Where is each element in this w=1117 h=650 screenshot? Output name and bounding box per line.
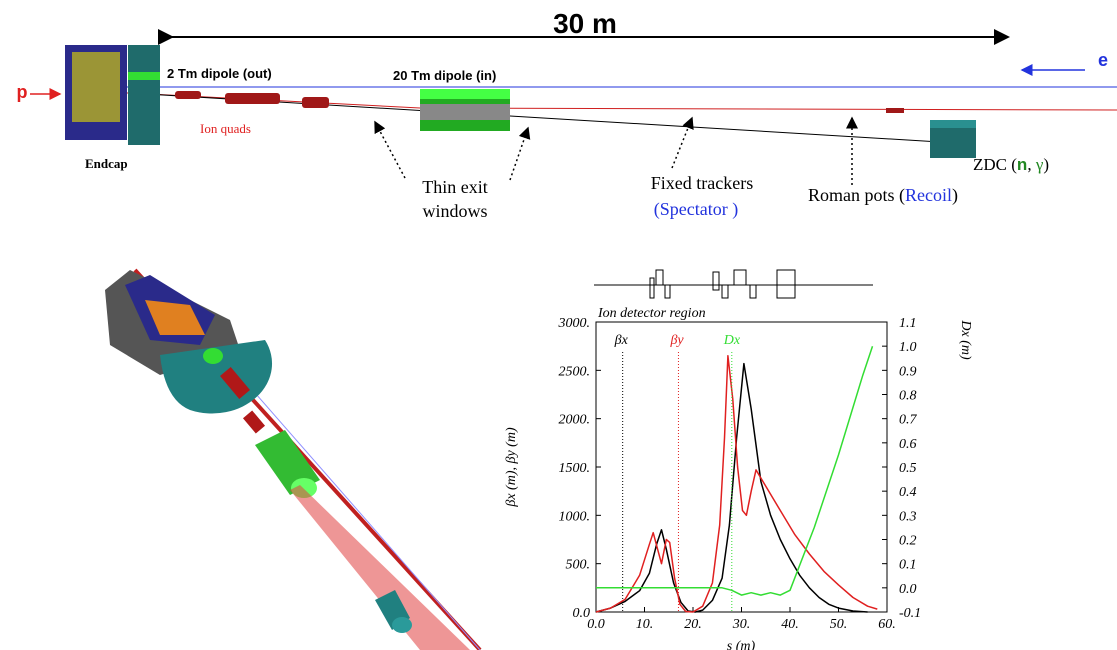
y-tick-label: 1500.	[559, 461, 591, 476]
y2-tick-label: 0.2	[899, 534, 917, 549]
x-tick-label: 60.	[878, 617, 896, 632]
x-axis-label: s (m)	[727, 639, 756, 650]
length-label: 30 m	[553, 8, 617, 39]
dipole-out-field	[128, 72, 160, 80]
lattice-element	[650, 278, 654, 298]
roman-pot-magnet	[886, 108, 904, 113]
roman-pots-label: Roman pots (Recoil)	[808, 185, 958, 206]
zdc-top	[930, 120, 976, 128]
y-tick-label: 0.0	[573, 606, 591, 621]
x-tick-label: 10.	[636, 617, 654, 632]
y2-tick-label: 0.5	[899, 461, 917, 476]
y-tick-label: 2500.	[559, 364, 591, 379]
quad	[243, 410, 265, 433]
region-label: Ion detector region	[597, 306, 706, 321]
spectator-label: (Spectator )	[654, 199, 738, 220]
y-tick-label: 2000.	[559, 413, 591, 428]
y2-tick-label: -0.1	[899, 606, 921, 621]
text: ,	[1027, 155, 1036, 174]
zdc-detector	[930, 124, 976, 158]
text: )	[1043, 155, 1049, 174]
text: Roman pots (	[808, 185, 905, 206]
y2-tick-label: 1.0	[899, 340, 917, 355]
dipole-in-gap	[420, 104, 510, 120]
plot-frame	[596, 322, 887, 612]
lattice-element	[665, 285, 670, 298]
zdc-end	[392, 617, 412, 633]
electron-label: e	[1098, 50, 1108, 70]
legend-label: βx	[614, 333, 629, 348]
lattice-element	[750, 285, 756, 298]
dipole-out-magnet	[128, 45, 160, 145]
pointer	[510, 128, 528, 180]
series-line	[596, 356, 877, 612]
lattice-element	[734, 270, 746, 285]
dipole-in-label: 20 Tm dipole (in)	[393, 68, 496, 83]
x-tick-label: 20.	[684, 617, 702, 632]
y2-tick-label: 0.9	[899, 364, 917, 379]
y2-tick-label: 0.1	[899, 558, 917, 573]
pointer	[375, 122, 405, 178]
beta-chart: Ion detector region s (m) βx (m), βy (m)…	[504, 306, 973, 650]
exit-windows-label: windows	[422, 201, 487, 221]
lattice-schematic	[594, 270, 873, 298]
y2-tick-label: 0.4	[899, 485, 917, 500]
x-tick-label: 50.	[830, 617, 848, 632]
ion-beam	[65, 92, 1117, 110]
text: Recoil	[905, 185, 952, 205]
endcap-label: Endcap	[85, 156, 128, 171]
endcap-detail	[72, 52, 120, 122]
ion-quad	[175, 91, 201, 99]
y-axis-label: βx (m), βy (m)	[504, 427, 519, 508]
y-tick-label: 3000.	[558, 316, 591, 331]
text: )	[952, 185, 958, 206]
y-tick-label: 1000.	[559, 509, 591, 524]
exit-windows-label: Thin exit	[422, 177, 488, 197]
figure: 30 m p e 2 Tm dipole (out) 20 Tm dipole …	[0, 0, 1117, 650]
lattice-element	[777, 270, 795, 298]
y2-tick-label: 0.7	[899, 413, 918, 428]
ion-quad	[302, 97, 329, 108]
legend-label: βy	[669, 333, 684, 348]
y2-tick-label: 0.0	[899, 582, 917, 597]
legend-label: Dx	[723, 333, 741, 348]
particle-spray	[290, 485, 470, 650]
proton-label: p	[17, 82, 28, 102]
detector-render	[105, 270, 480, 650]
text: n	[1017, 155, 1027, 174]
lattice-element	[713, 272, 719, 290]
y2-tick-label: 0.8	[899, 389, 917, 404]
fixed-trackers-label: Fixed trackers	[651, 173, 753, 193]
y2-tick-label: 0.3	[899, 509, 917, 524]
dipole-in-top	[420, 89, 510, 99]
y2-axis-label: Dx (m)	[958, 319, 973, 360]
x-tick-label: 40.	[781, 617, 799, 632]
lattice-element	[722, 285, 728, 298]
dipole-out-label: 2 Tm dipole (out)	[167, 66, 272, 81]
x-tick-label: 30.	[732, 617, 751, 632]
y-tick-label: 500.	[566, 558, 591, 573]
text: ZDC (	[973, 155, 1017, 174]
y2-tick-label: 1.1	[899, 316, 917, 331]
ion-quads-label: Ion quads	[200, 121, 251, 136]
y2-tick-label: 0.6	[899, 437, 917, 452]
lattice-element	[656, 270, 663, 285]
beamline-schematic: 30 m p e 2 Tm dipole (out) 20 Tm dipole …	[17, 8, 1117, 221]
zdc-label: ZDC (n, γ)	[973, 155, 1049, 174]
dipole-magnet	[203, 348, 223, 364]
ion-quad	[225, 93, 280, 104]
